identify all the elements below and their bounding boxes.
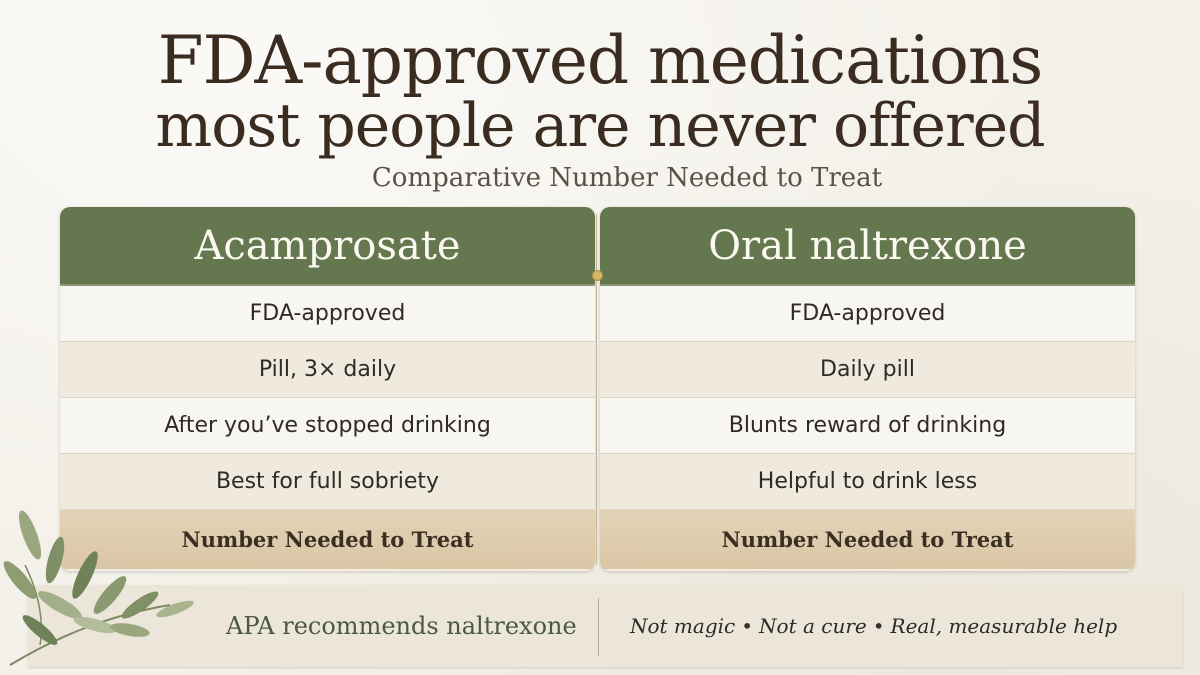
banner-divider bbox=[598, 598, 599, 656]
naltrexone-panel: Oral naltrexone FDA-approved Daily pill … bbox=[600, 207, 1135, 571]
tagline-point-1: Not magic bbox=[630, 614, 736, 638]
acamprosate-row-timing: After you’ve stopped drinking bbox=[60, 398, 595, 454]
naltrexone-header: Oral naltrexone bbox=[600, 207, 1135, 286]
naltrexone-row-dosing: Daily pill bbox=[600, 342, 1135, 398]
acamprosate-row-dosing: Pill, 3× daily bbox=[60, 342, 595, 398]
page-title-line-2: most people are never offered bbox=[155, 91, 1045, 161]
divider-ornament bbox=[592, 270, 603, 281]
naltrexone-row-best-for: Helpful to drink less bbox=[600, 454, 1135, 510]
olive-branch-icon bbox=[3, 510, 194, 666]
acamprosate-nnt-label: Number Needed to Treat bbox=[60, 510, 595, 569]
naltrexone-row-mechanism: Blunts reward of drinking bbox=[600, 398, 1135, 454]
acamprosate-header: Acamprosate bbox=[60, 207, 595, 286]
naltrexone-row-approval: FDA-approved bbox=[600, 286, 1135, 342]
tagline: Not magic • Not a cure • Real, measurable he… bbox=[630, 614, 1170, 648]
footer-banner bbox=[28, 585, 1183, 667]
bullet-separator: • bbox=[872, 614, 885, 638]
bullet-separator: • bbox=[741, 614, 754, 638]
panel-divider bbox=[596, 214, 597, 564]
acamprosate-row-approval: FDA-approved bbox=[60, 286, 595, 342]
apa-recommendation: APA recommends naltrexone bbox=[226, 612, 577, 640]
page-title-line-1: FDA-approved medications bbox=[157, 22, 1043, 99]
acamprosate-row-best-for: Best for full sobriety bbox=[60, 454, 595, 510]
tagline-point-2: Not a cure bbox=[759, 614, 867, 638]
naltrexone-nnt-label: Number Needed to Treat bbox=[600, 510, 1135, 569]
tagline-point-3: Real, measurable help bbox=[890, 614, 1118, 638]
page-subtitle: Comparative Number Needed to Treat bbox=[371, 163, 883, 193]
acamprosate-panel: Acamprosate FDA-approved Pill, 3× daily … bbox=[60, 207, 595, 571]
